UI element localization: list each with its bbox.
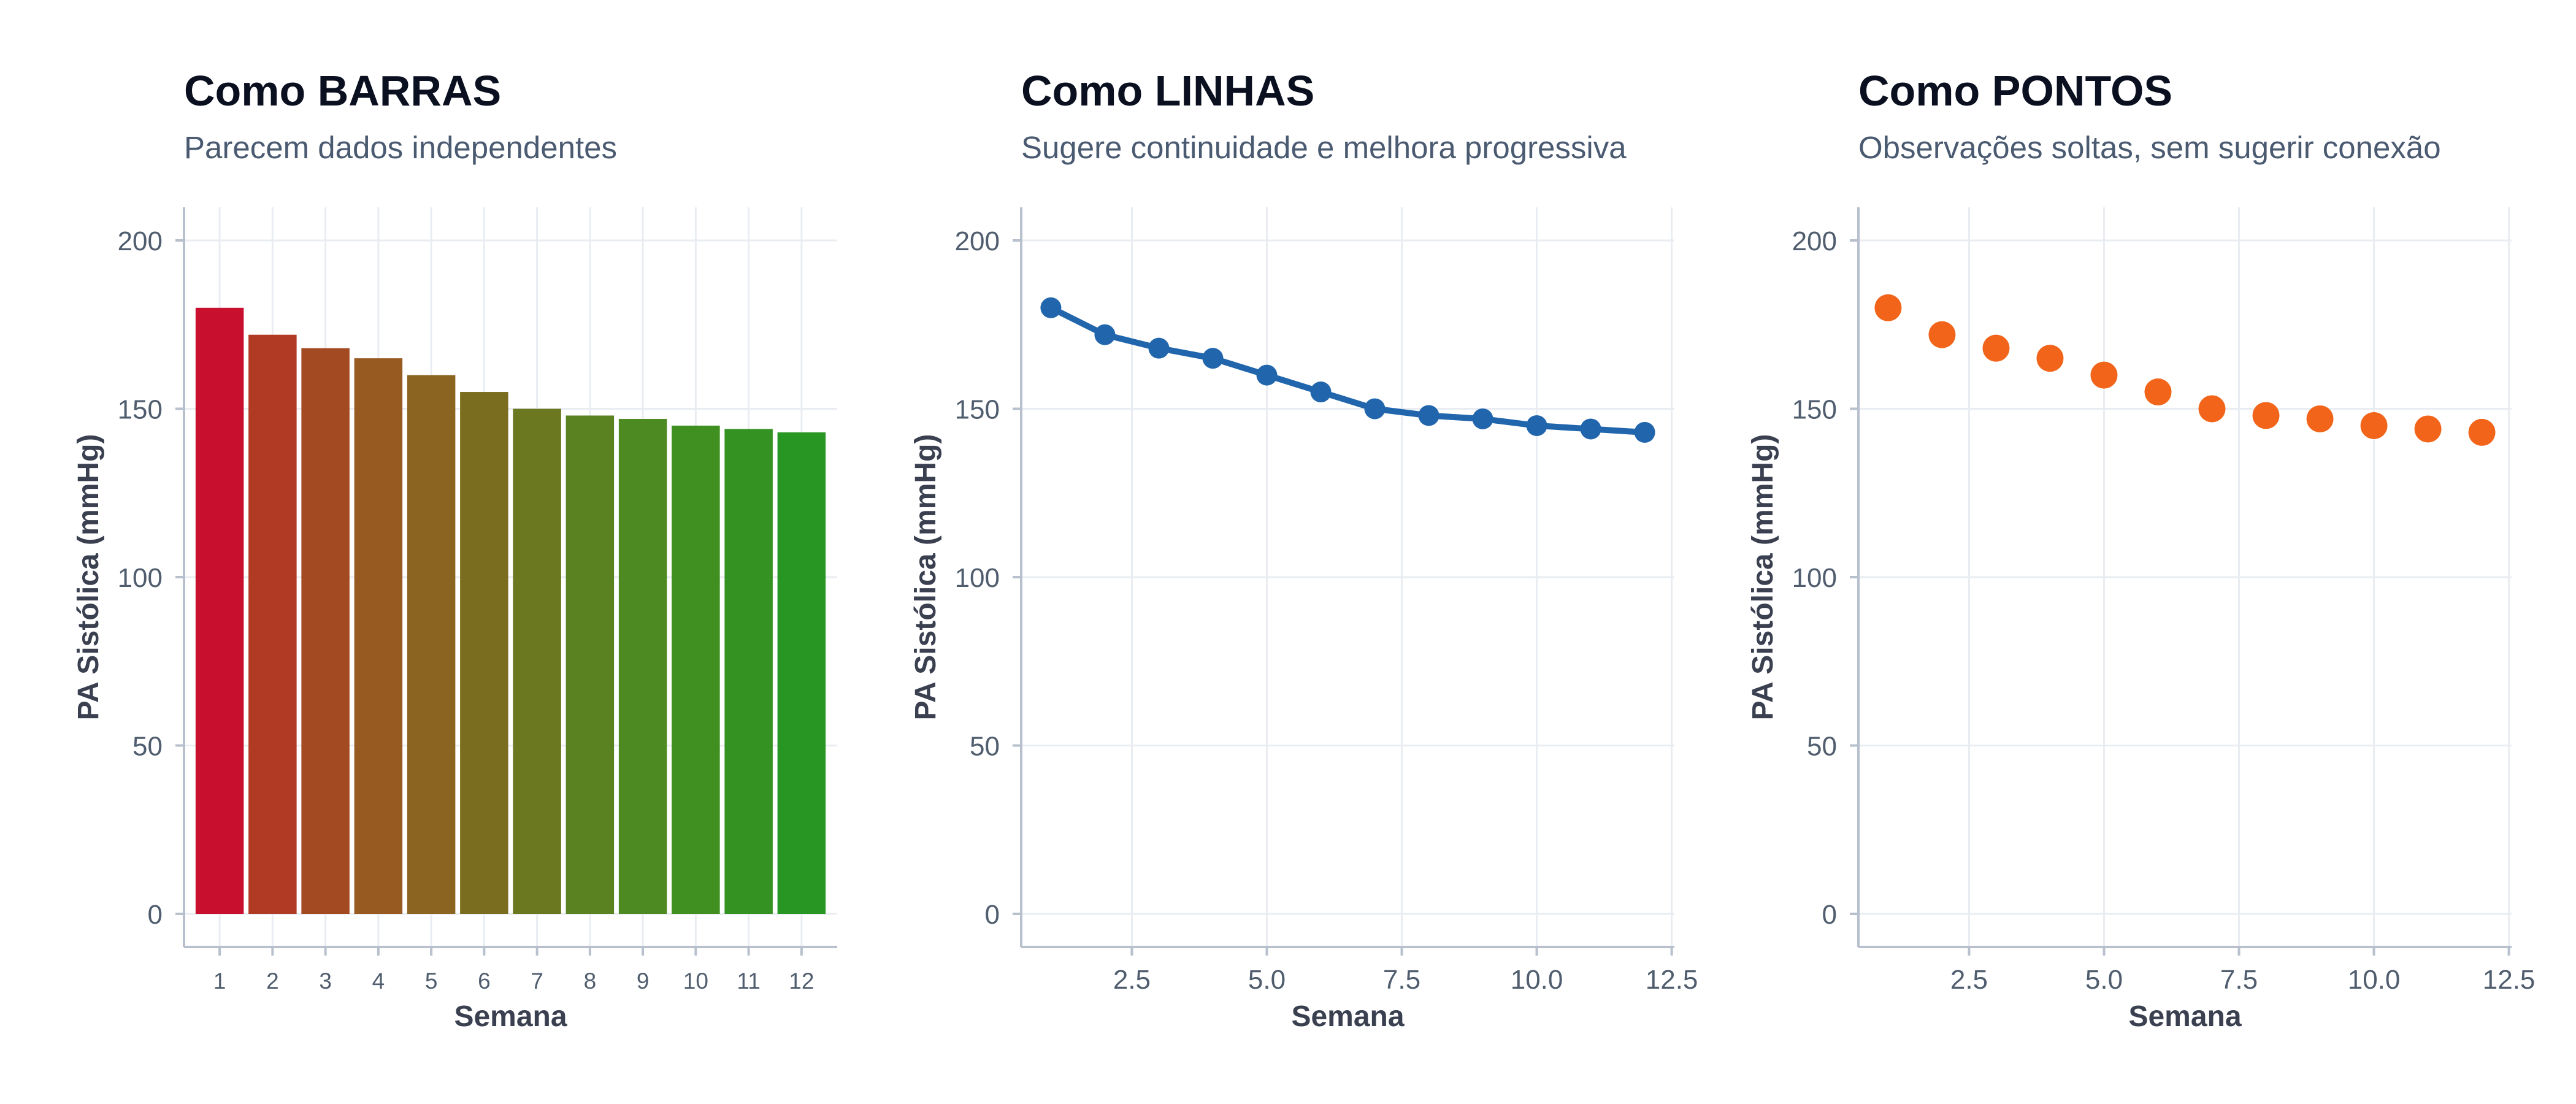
x-tick-label: 5	[425, 968, 438, 994]
line-point-week-6	[1310, 381, 1332, 403]
x-axis-title: Semana	[454, 1000, 567, 1033]
line-point-week-5	[1256, 364, 1278, 386]
line-point-week-7	[1364, 398, 1386, 420]
scatter-point-week-9	[2306, 405, 2334, 432]
y-axis-title: PA Sistólica (mmHg)	[1747, 434, 1779, 721]
x-tick-label: 10.0	[1511, 965, 1563, 995]
x-axis-title: Semana	[2128, 1000, 2241, 1033]
chart-panel-1: Como BARRAS Parecem dados independentes 0 5…	[72, 67, 837, 1033]
scatter-point-week-1	[1874, 294, 1902, 321]
scatter-point-week-10	[2360, 412, 2388, 439]
line-point-week-12	[1634, 421, 1655, 443]
line-point-week-8	[1418, 405, 1439, 426]
scatter-point-week-5	[2090, 361, 2118, 389]
bar-week-4	[354, 358, 403, 914]
line-point-week-9	[1472, 408, 1493, 429]
scatter-point-week-8	[2252, 402, 2280, 429]
chart-title: Como BARRAS	[184, 67, 501, 115]
y-tick-label: 100	[118, 563, 163, 593]
bar-week-8	[565, 415, 615, 914]
y-tick-label: 150	[1792, 395, 1837, 425]
line-point-week-1	[1040, 297, 1062, 318]
x-tick-label: 1	[213, 968, 226, 994]
chart-subtitle: Sugere continuidade e melhora progressiv…	[1021, 130, 1627, 165]
y-tick-label: 200	[955, 226, 1000, 256]
scatter-point-week-4	[2036, 345, 2064, 372]
scatter-point-week-6	[2144, 378, 2172, 406]
line-point-week-11	[1580, 418, 1601, 440]
bar-week-9	[618, 418, 667, 914]
bar-week-10	[672, 425, 720, 914]
line-point-week-4	[1202, 348, 1224, 369]
x-tick-label: 8	[584, 968, 597, 994]
scatter-point-week-7	[2198, 395, 2226, 423]
y-tick-label: 0	[148, 900, 163, 930]
x-tick-label: 3	[319, 968, 332, 994]
bar-week-1	[195, 307, 244, 914]
x-tick-label: 2.5	[1113, 965, 1151, 995]
line-point-week-10	[1526, 415, 1547, 436]
x-tick-label: 4	[372, 968, 385, 994]
bar-week-2	[248, 334, 297, 914]
y-tick-label: 100	[1792, 563, 1837, 593]
scatter-point-week-11	[2414, 415, 2442, 443]
x-tick-label: 12.5	[1646, 965, 1698, 995]
y-tick-label: 50	[132, 732, 163, 762]
chart-panel-3: Como PONTOS Observações soltas, sem suger…	[1747, 67, 2535, 1033]
chart-title: Como LINHAS	[1021, 67, 1314, 115]
y-tick-label: 0	[1822, 900, 1837, 930]
x-tick-label: 7	[531, 968, 543, 994]
x-tick-label: 7.5	[1383, 965, 1420, 995]
y-tick-label: 150	[118, 395, 163, 425]
bar-week-12	[777, 432, 826, 914]
x-tick-label: 10.0	[2348, 965, 2401, 995]
scatter-point-week-12	[2468, 418, 2496, 446]
bar-week-3	[301, 348, 350, 914]
bar-week-5	[407, 375, 456, 914]
x-tick-label: 2	[266, 968, 279, 994]
chart-subtitle: Parecem dados independentes	[184, 130, 617, 165]
scatter-point-week-3	[1982, 334, 2010, 362]
y-tick-label: 50	[970, 732, 1000, 762]
x-tick-label: 12.5	[2483, 965, 2536, 995]
line-point-week-3	[1148, 337, 1170, 359]
y-tick-label: 100	[955, 563, 1000, 593]
x-tick-label: 5.0	[1248, 965, 1286, 995]
series-line	[1048, 304, 1648, 435]
x-tick-label: 10	[683, 968, 708, 994]
y-tick-label: 0	[985, 900, 1000, 930]
x-tick-label: 7.5	[2220, 965, 2258, 995]
y-tick-label: 50	[1807, 732, 1837, 762]
y-tick-label: 200	[1792, 226, 1837, 256]
bar-week-11	[724, 429, 773, 914]
x-tick-label: 12	[789, 968, 814, 994]
y-tick-label: 200	[118, 226, 163, 256]
x-tick-label: 6	[478, 968, 491, 994]
x-tick-label: 5.0	[2085, 965, 2123, 995]
bar-week-7	[513, 408, 561, 914]
x-tick-label: 9	[637, 968, 650, 994]
y-axis-title: PA Sistólica (mmHg)	[72, 434, 105, 721]
line-point-week-2	[1094, 324, 1116, 345]
chart-panel-2: Como LINHAS Sugere continuidade e melhora…	[910, 67, 1698, 1033]
scatter-point-week-2	[1928, 321, 1956, 348]
chart-subtitle: Observações soltas, sem sugerir conexão	[1858, 130, 2441, 165]
x-tick-label: 11	[737, 968, 760, 994]
bar-week-6	[460, 392, 508, 914]
x-axis-title: Semana	[1291, 1000, 1404, 1033]
y-axis-title: PA Sistólica (mmHg)	[910, 434, 942, 721]
x-tick-label: 2.5	[1950, 965, 1988, 995]
chart-title: Como PONTOS	[1858, 67, 2172, 115]
y-tick-label: 150	[955, 395, 1000, 425]
